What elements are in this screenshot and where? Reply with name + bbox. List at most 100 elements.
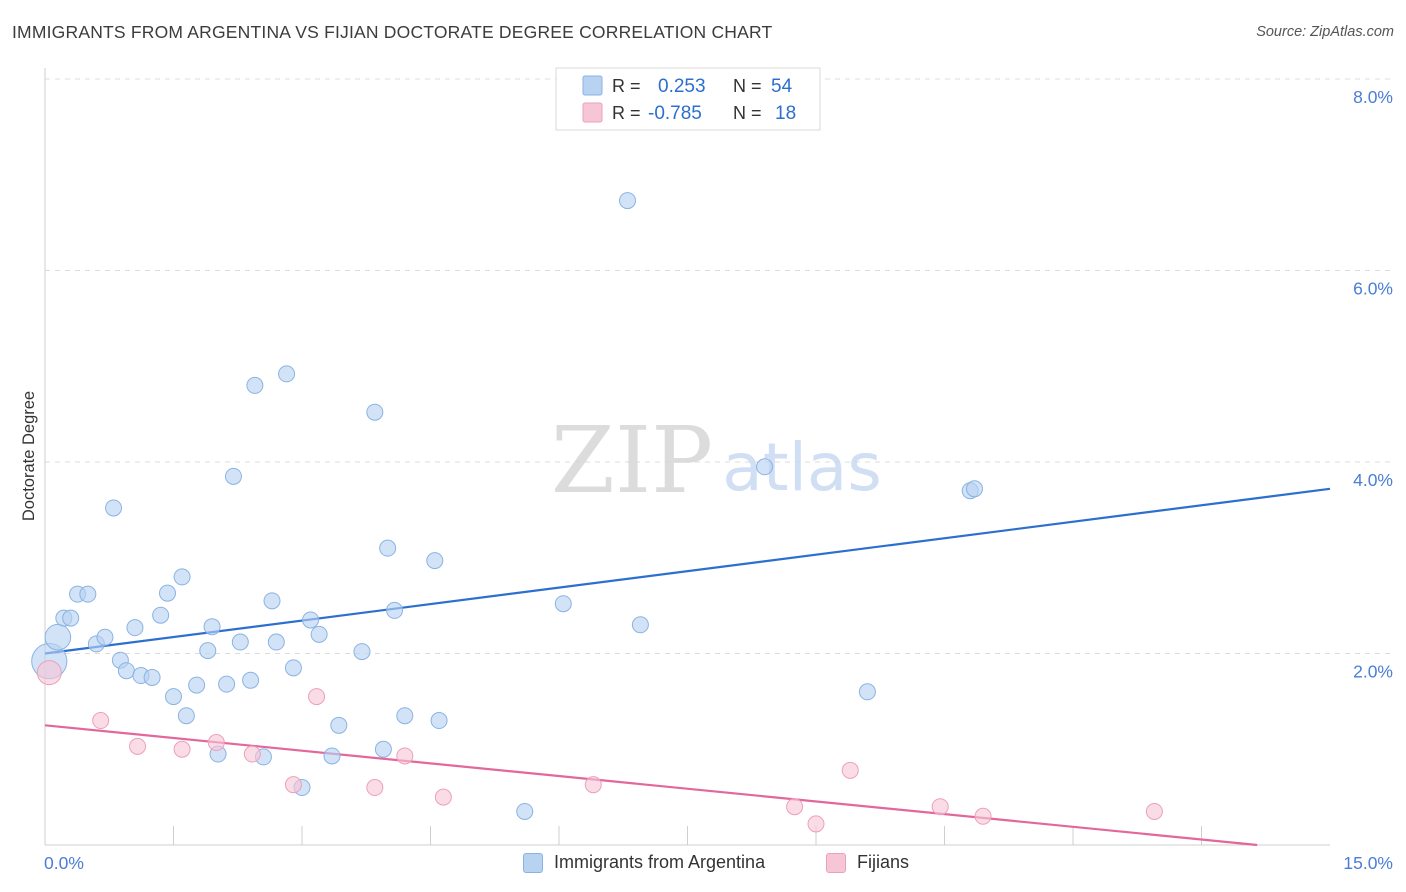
point-argentina-16 [165,688,182,706]
point-fijians-3 [173,740,191,758]
point-argentina-18 [177,707,195,725]
y-tick-label-1: 4.0% [1353,470,1393,490]
point-argentina-26 [242,671,260,689]
point-argentina-45 [430,712,448,730]
watermark: ZIP atlas [551,407,882,514]
point-fijians-2 [129,737,147,755]
trend-line-fijians [44,724,1258,847]
point-argentina-13 [143,668,161,686]
point-fijians-14 [841,761,859,779]
point-fijians-11 [584,776,602,794]
point-fijians-12 [786,798,804,816]
point-argentina-46 [516,802,534,820]
point-fijians-7 [308,688,326,706]
y-tick-label-2: 6.0% [1353,279,1393,299]
point-argentina-44 [426,552,444,570]
data-points [31,192,1163,833]
point-argentina-49 [631,616,649,634]
point-fijians-10 [434,788,452,806]
legend-swatch-blue [582,75,603,96]
point-argentina-21 [203,618,221,636]
point-argentina-14 [152,606,170,624]
y-axis-tick-labels: 2.0% 4.0% 6.0% 8.0% [1353,87,1393,682]
point-argentina-47 [554,595,572,613]
point-fijians-4 [207,734,225,752]
point-argentina-25 [231,633,249,651]
point-argentina-41 [379,539,397,557]
point-fijians-13 [807,815,825,833]
point-fijians-8 [366,779,384,797]
point-argentina-31 [278,365,296,383]
correlation-legend: R = 0.253 N = 54 R = -0.785 N = 18 [555,67,821,131]
x-tick-label-max: 15.0% [1343,853,1393,873]
y-tick-label-3: 8.0% [1353,87,1393,107]
point-argentina-39 [366,403,384,421]
point-argentina-8 [105,499,123,517]
point-argentina-51 [858,683,876,701]
point-argentina-29 [263,592,281,610]
point-argentina-36 [323,747,341,765]
point-fijians-9 [396,747,414,765]
source-credit: Source: ZipAtlas.com [1256,24,1394,40]
legend-n-value-pink: 18 [775,103,796,124]
legend-r-value-pink: -0.785 [648,103,702,124]
legend-label-fijians: Fijians [857,852,910,872]
point-argentina-35 [310,625,328,643]
chart-title: IMMIGRANTS FROM ARGENTINA VS FIJIAN DOCT… [12,22,773,42]
point-argentina-20 [199,642,217,660]
point-argentina-17 [173,568,191,586]
point-argentina-19 [188,676,206,694]
point-fijians-15 [931,798,949,816]
point-argentina-1 [44,623,72,651]
legend-r-label-blue: R = [612,76,641,96]
point-fijians-6 [284,776,302,794]
point-argentina-3 [62,609,80,627]
trend-lines [44,487,1331,847]
point-fijians-17 [1145,802,1163,820]
point-argentina-10 [117,662,135,680]
point-argentina-34 [302,611,320,629]
point-argentina-32 [284,659,302,677]
point-fijians-1 [92,712,110,730]
point-argentina-7 [96,628,114,646]
point-argentina-37 [330,716,348,734]
point-argentina-43 [396,707,414,725]
point-argentina-11 [126,619,144,637]
legend-n-label-pink: N = [733,103,762,123]
point-argentina-48 [619,192,637,210]
gridlines [45,78,1392,654]
point-fijians-0 [36,660,62,686]
legend-n-label-blue: N = [733,76,762,96]
y-tick-label-0: 2.0% [1353,662,1393,682]
legend-item-fijians[interactable]: Fijians [826,852,909,873]
point-fijians-5 [243,745,261,763]
series-legend: Immigrants from Argentina Fijians [0,850,1406,878]
legend-n-value-blue: 54 [771,76,793,97]
trend-line-argentina [44,487,1331,655]
point-argentina-24 [224,467,242,485]
point-argentina-53 [965,480,983,498]
legend-swatch-pink [582,102,603,123]
point-argentina-27 [246,376,264,394]
axes [44,68,1330,846]
point-argentina-23 [218,675,236,693]
legend-r-label-pink: R = [612,103,641,123]
legend-item-argentina[interactable]: Immigrants from Argentina [523,852,765,873]
legend-label-argentina: Immigrants from Argentina [554,852,766,872]
point-argentina-50 [756,458,774,476]
watermark-zip: ZIP [551,407,713,514]
point-argentina-40 [374,740,392,758]
legend-r-value-blue: 0.253 [658,76,706,97]
legend-swatch-fijians [826,852,846,873]
watermark-atlas: atlas [722,429,882,506]
point-argentina-30 [267,633,285,651]
point-argentina-42 [386,601,404,619]
y-axis-label: Doctorate Degree [20,391,38,521]
point-argentina-38 [353,643,371,661]
point-argentina-15 [159,584,177,602]
point-fijians-16 [974,807,992,825]
point-argentina-5 [79,585,97,603]
legend-swatch-argentina [523,852,543,873]
x-tick-label-min: 0.0% [44,853,84,873]
